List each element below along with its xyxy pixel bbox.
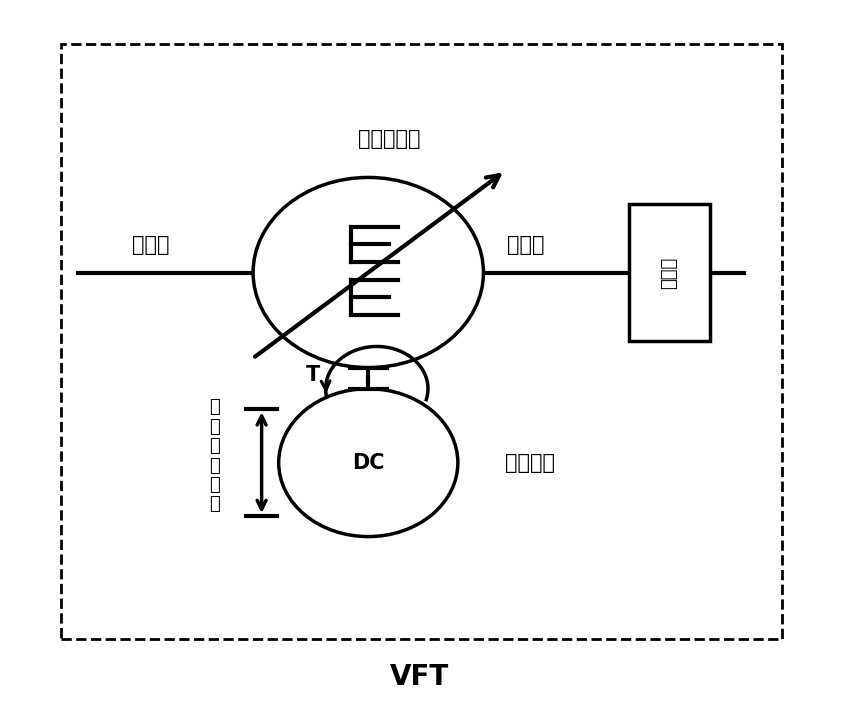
Bar: [61, 44, 782, 638]
Text: 电: 电: [210, 399, 220, 416]
Text: 旋转变压器: 旋转变压器: [359, 129, 421, 149]
Text: DC: DC: [352, 452, 384, 473]
Text: 组: 组: [210, 457, 220, 474]
Circle shape: [279, 389, 458, 537]
Text: 压: 压: [210, 496, 220, 513]
Text: 集电环: 集电环: [660, 257, 678, 288]
Text: 电: 电: [210, 476, 220, 494]
Text: 转子侧: 转子侧: [508, 235, 545, 255]
Text: VFT: VFT: [389, 663, 449, 691]
Text: 枢: 枢: [210, 418, 220, 436]
Bar: [628, 204, 710, 341]
Text: 绵: 绵: [210, 437, 220, 455]
Text: T: T: [306, 365, 320, 385]
Text: 定子侧: 定子侧: [132, 235, 169, 255]
Circle shape: [253, 177, 484, 368]
Text: 直流电机: 直流电机: [505, 452, 556, 473]
